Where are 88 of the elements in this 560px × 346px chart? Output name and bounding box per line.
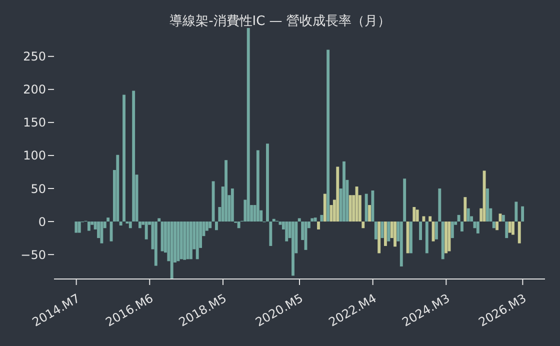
bar (428, 216, 432, 222)
y-tick-label: 250 (23, 50, 46, 64)
bar (78, 222, 81, 233)
bar (492, 222, 496, 228)
y-tick-label: 100 (23, 148, 46, 163)
bar (298, 218, 301, 222)
bar (320, 214, 324, 222)
bar (419, 222, 422, 240)
bar (425, 222, 428, 254)
bar (518, 222, 521, 244)
y-tick-label: 150 (23, 116, 46, 130)
bar (514, 202, 518, 222)
bar (374, 222, 378, 240)
bar (441, 222, 444, 260)
bar (521, 206, 524, 222)
bar (116, 154, 120, 222)
bar (450, 222, 454, 238)
bar (317, 222, 320, 230)
bar (212, 181, 215, 222)
bar (444, 222, 448, 254)
bar (403, 178, 406, 222)
bar (269, 222, 272, 246)
bar (348, 195, 352, 222)
bar (266, 144, 269, 222)
y-tick-label: −50 (20, 248, 46, 262)
bar (208, 222, 212, 228)
bar (154, 222, 158, 266)
bar (438, 188, 442, 222)
bar (224, 160, 228, 222)
bar (87, 222, 90, 231)
bar (285, 222, 288, 242)
bar (362, 222, 365, 228)
bar (476, 222, 480, 234)
bar (460, 222, 464, 232)
bar (466, 208, 470, 222)
bar (368, 205, 371, 222)
bar (364, 194, 368, 222)
bar (464, 197, 467, 222)
bar (196, 222, 199, 260)
bar (371, 190, 374, 222)
bar (412, 207, 416, 222)
bar (190, 222, 192, 260)
bar (496, 222, 499, 230)
y-tick-label: 0 (38, 214, 46, 229)
bar (342, 161, 346, 222)
bar (272, 218, 276, 222)
bar (512, 222, 514, 235)
y-tick-label: 50 (30, 182, 46, 196)
bar (508, 222, 512, 233)
bar (122, 94, 126, 222)
bar (106, 218, 110, 222)
chart-title: 導線架-消費性IC — 營收成長率（月） (168, 13, 392, 30)
bar (246, 28, 250, 222)
bar (387, 222, 390, 242)
bar (158, 218, 161, 222)
bar (256, 150, 260, 222)
bar (237, 222, 240, 228)
bar (482, 170, 486, 222)
bar (132, 90, 136, 222)
bar (400, 222, 403, 266)
bar (336, 166, 340, 222)
bar (215, 222, 218, 230)
bar (74, 222, 78, 233)
bar (138, 222, 142, 228)
bar (180, 222, 183, 260)
bar (502, 214, 505, 222)
bar (183, 222, 186, 260)
bar (457, 214, 460, 222)
bar (409, 222, 412, 254)
bar (128, 222, 132, 228)
bar (292, 222, 294, 276)
bar (314, 218, 317, 222)
bar (384, 222, 387, 246)
bar (394, 222, 396, 247)
bar (323, 194, 326, 222)
bar (119, 222, 122, 226)
bar (230, 188, 234, 222)
bar (378, 222, 381, 254)
y-tick-label: 200 (23, 82, 46, 97)
bar (100, 222, 104, 244)
bar (435, 222, 438, 240)
bar (505, 222, 508, 238)
bar (416, 210, 419, 222)
bar (170, 222, 174, 279)
bar (144, 222, 148, 240)
bar (326, 50, 330, 222)
bar (310, 218, 314, 222)
bar (486, 188, 489, 222)
